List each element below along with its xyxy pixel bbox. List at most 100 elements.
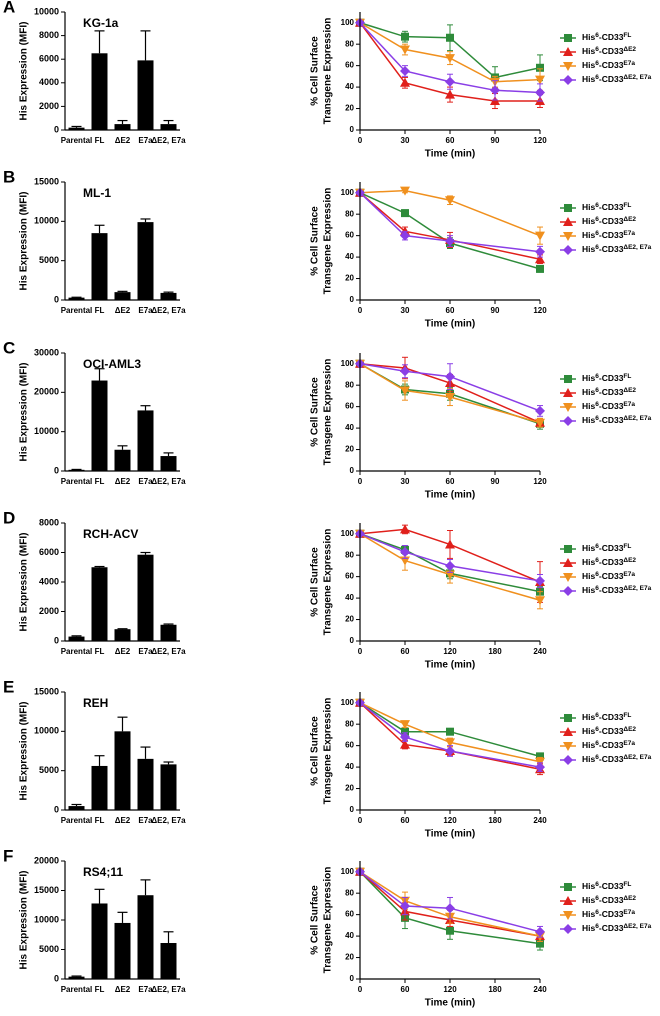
legend-label-part: 6 — [595, 726, 599, 733]
legend-label-part: -CD33 — [599, 712, 624, 722]
legend-label-part: -CD33 — [599, 46, 624, 56]
legend-label: His6-CD33E7a — [582, 60, 635, 71]
y-tick-label: 2000 — [39, 606, 59, 616]
y-tick-label: 4000 — [39, 576, 59, 586]
legend-label-part: -CD33 — [599, 74, 624, 84]
bar — [68, 636, 85, 641]
legend-label-part: His — [582, 712, 596, 722]
bar — [137, 222, 154, 300]
legend-label: His6-CD33ΔE2, E7a — [582, 74, 652, 85]
y-axis-label: His Expression (MFI) — [19, 871, 30, 970]
bar — [160, 124, 177, 130]
marker — [445, 236, 455, 246]
legend-label-part: His — [582, 923, 596, 933]
marker — [445, 371, 455, 382]
legend-label-part: -CD33 — [599, 740, 624, 750]
y-tick-label: 0 — [54, 804, 59, 814]
legend-label-part: ΔE2, E7a — [623, 585, 651, 592]
marker — [400, 546, 410, 557]
x-axis-label: Time (min) — [425, 829, 475, 840]
legend-marker — [563, 75, 573, 85]
legend-label-part: His — [582, 726, 596, 736]
marker — [400, 386, 410, 396]
marker — [445, 738, 455, 748]
marker — [400, 77, 410, 87]
series-line — [359, 192, 541, 270]
y-tick-label: 100 — [341, 18, 355, 27]
marker — [401, 727, 409, 736]
x-tick-label: Parental — [61, 306, 93, 315]
marker — [535, 87, 545, 98]
legend-marker — [564, 545, 572, 553]
legend-label-part: 6 — [595, 202, 599, 209]
legend-label-part: ΔE2 — [623, 216, 636, 223]
y-tick-label: 0 — [350, 466, 355, 475]
y-axis-label: His Expression (MFI) — [19, 533, 30, 632]
legend-label-part: -CD33 — [599, 415, 624, 425]
y-tick-label: 80 — [345, 209, 354, 218]
series-line — [359, 189, 541, 237]
legend-label-part: FL — [623, 543, 631, 550]
x-tick-label: 120 — [443, 647, 457, 656]
x-tick-label: 30 — [401, 306, 410, 315]
legend-label-part: -CD33 — [599, 557, 624, 567]
legend-marker — [563, 573, 573, 582]
marker — [445, 539, 455, 549]
legend-label-part: -CD33 — [599, 726, 624, 736]
y-axis-label: % Cell Surface — [310, 377, 321, 447]
legend-label: His6-CD33ΔE2 — [582, 46, 636, 57]
y-tick-label: 6000 — [39, 54, 59, 64]
legend-label-part: FL — [623, 202, 631, 209]
x-tick-label: FL — [95, 306, 105, 315]
y-tick-label: 100 — [341, 529, 355, 538]
legend-label: His6-CD33ΔE2 — [582, 216, 636, 227]
legend-marker — [564, 204, 572, 212]
legend-label: His6-CD33E7a — [582, 909, 635, 920]
legend-marker — [563, 388, 573, 397]
y-tick-label: 40 — [345, 931, 354, 940]
x-tick-label: FL — [95, 985, 105, 994]
series-line — [359, 528, 541, 583]
marker — [400, 66, 410, 76]
y-tick-label: 10000 — [34, 6, 59, 16]
bar — [68, 297, 85, 300]
y-tick-label: 20000 — [34, 855, 59, 865]
x-tick-label: Parental — [61, 477, 93, 486]
x-tick-label: 0 — [358, 477, 363, 486]
legend-marker — [564, 375, 572, 383]
bar — [137, 758, 154, 810]
legend-label-part: ΔE2, E7a — [623, 754, 651, 761]
x-tick-label: 120 — [533, 306, 547, 315]
legend-label-part: -CD33 — [599, 923, 624, 933]
y-axis-label: Transgene Expression — [323, 698, 334, 805]
bar — [160, 292, 177, 300]
x-tick-label: 120 — [533, 136, 547, 145]
panel-label: E — [3, 677, 14, 696]
x-tick-label: ΔE2, E7a — [151, 816, 186, 825]
y-tick-label: 10000 — [34, 726, 59, 736]
legend-label-part: E7a — [623, 740, 635, 747]
chart-title: OCI-AML3 — [83, 357, 141, 371]
bar — [91, 765, 108, 810]
x-tick-label: 90 — [491, 477, 500, 486]
marker — [445, 54, 455, 64]
marker — [445, 560, 455, 571]
y-axis-label: % Cell Surface — [310, 206, 321, 276]
y-tick-label: 20 — [345, 104, 354, 113]
x-tick-label: 120 — [533, 477, 547, 486]
legend-label-part: His — [582, 32, 596, 42]
bar — [91, 567, 108, 641]
series-line — [359, 702, 541, 768]
legend-label-part: E7a — [623, 230, 635, 237]
legend-label: His6-CD33ΔE2 — [582, 726, 636, 737]
legend-label-part: His — [582, 387, 596, 397]
legend-label: His6-CD33E7a — [582, 230, 635, 241]
x-tick-label: E7a — [138, 306, 153, 315]
legend-marker — [564, 34, 572, 42]
legend-label-part: 6 — [595, 74, 599, 81]
series-line — [359, 702, 541, 763]
legend-label-part: 6 — [595, 909, 599, 916]
chart-title: KG-1a — [83, 16, 119, 30]
legend-label-part: ΔE2, E7a — [623, 74, 651, 81]
marker — [400, 901, 410, 912]
